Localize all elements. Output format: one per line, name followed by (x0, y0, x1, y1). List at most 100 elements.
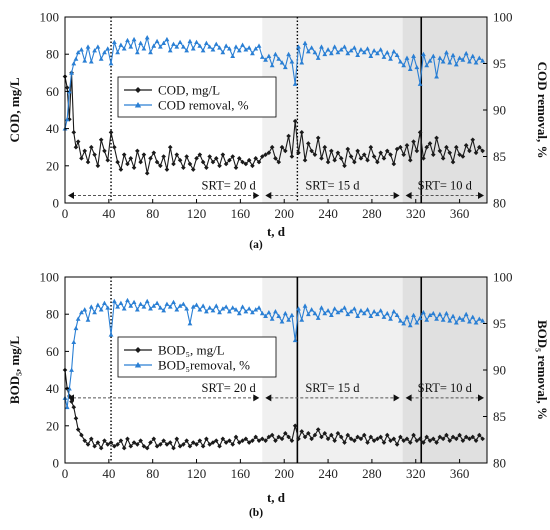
series-point (398, 434, 403, 440)
y2-tick-label: 90 (493, 103, 506, 118)
series-point (263, 438, 268, 443)
series-point (108, 130, 114, 135)
series-point (279, 319, 285, 324)
series-point (236, 440, 242, 445)
series-point (440, 317, 446, 322)
phase-arrow-head-right-1 (393, 394, 400, 402)
series-point (167, 48, 173, 53)
legend-entry-1: COD removal, % (158, 98, 249, 113)
series-point (154, 300, 160, 305)
series-point (440, 156, 446, 161)
series-point (453, 320, 459, 325)
series-point (434, 440, 439, 445)
series-point (384, 310, 390, 316)
series-point (256, 159, 262, 165)
series-point (470, 314, 476, 319)
series-point (414, 438, 420, 443)
y2-axis-title: BOD₅ removal, % (535, 320, 550, 420)
series-line (64, 72, 484, 174)
series-point (210, 440, 216, 445)
series-point (174, 307, 180, 312)
series-point (246, 45, 252, 50)
series-point (312, 432, 318, 438)
series-point (358, 47, 364, 52)
series-point (171, 299, 176, 305)
series-point (250, 50, 255, 56)
series-point (207, 442, 212, 447)
legend-entry-1: BOD₅removal, % (158, 358, 250, 373)
series-point (171, 445, 176, 451)
series-point (368, 144, 374, 150)
series-point (253, 307, 259, 312)
series-point (421, 440, 426, 445)
series-point (161, 40, 167, 45)
series-point (440, 59, 446, 64)
x-tick-label: 160 (231, 466, 251, 481)
series-point (282, 310, 288, 316)
series-point (105, 157, 111, 163)
series-point (108, 61, 114, 66)
series-point (256, 43, 262, 48)
series-point (177, 443, 183, 449)
series-point (427, 312, 433, 318)
series-point (371, 309, 377, 314)
series-point (131, 36, 137, 42)
series-point (187, 443, 193, 449)
series-point (253, 156, 259, 161)
series-point (358, 308, 364, 313)
series-point (273, 309, 278, 314)
series-point (391, 309, 397, 314)
series-point (89, 436, 94, 442)
series-point (463, 434, 469, 440)
phase-shade-2 (402, 17, 487, 203)
series-point (141, 152, 147, 157)
series-point (470, 434, 476, 440)
phase-arrow-head-left-2 (405, 394, 412, 402)
series-point (335, 49, 341, 55)
y2-tick-label: 95 (493, 56, 506, 71)
series-point (338, 308, 344, 313)
series-point (269, 316, 275, 321)
series-point (355, 52, 361, 58)
series-point (250, 309, 255, 315)
series-point (450, 434, 456, 440)
series-point (467, 59, 472, 64)
series-point (292, 423, 298, 429)
series-point (371, 48, 377, 53)
series-point (177, 157, 183, 163)
series-point (338, 156, 344, 161)
series-point (105, 442, 111, 447)
series-point (437, 311, 443, 317)
series-point (187, 38, 193, 44)
series-point (365, 307, 370, 312)
y-tick-label: 100 (40, 270, 60, 285)
series-point (276, 434, 282, 440)
series-point (73, 325, 79, 331)
series-point (69, 399, 74, 404)
series-point (131, 440, 137, 445)
series-point (460, 317, 466, 322)
series-point (279, 60, 285, 65)
series-point (312, 310, 318, 316)
series-point (299, 429, 305, 434)
series-point (355, 313, 361, 318)
series-point (259, 154, 265, 159)
series-point (279, 436, 285, 442)
series-point (151, 436, 157, 442)
y-tick-label: 40 (46, 381, 59, 396)
series-point (223, 440, 229, 445)
phase-arrow-head-left-2 (405, 192, 412, 200)
series-point (351, 45, 357, 50)
series-point (128, 44, 134, 49)
series-point (292, 118, 298, 124)
series-point (398, 59, 403, 64)
series-point (111, 39, 117, 45)
x-tick-label: 40 (102, 466, 115, 481)
series-1 (62, 297, 486, 410)
series-point (477, 144, 482, 150)
y-tick-label: 40 (46, 121, 59, 136)
series-point (144, 35, 150, 40)
series-point (388, 152, 393, 157)
series-point (217, 163, 222, 169)
